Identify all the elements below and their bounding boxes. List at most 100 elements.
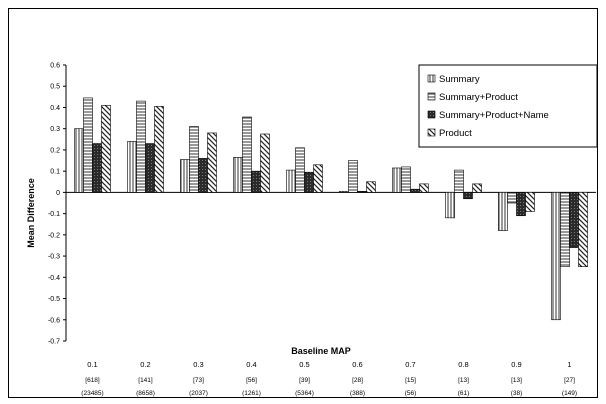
bar-summary-product-name-0.4: [251, 170, 261, 193]
y-tick-label: -0.4: [48, 275, 60, 282]
y-tick-label: 0.4: [50, 105, 60, 112]
bar-summary-product-0.6: [348, 160, 358, 193]
y-tick-label: -0.5: [48, 296, 60, 303]
legend-swatch: [427, 74, 436, 83]
y-tick-label: -0.2: [48, 232, 60, 239]
bar-summary-product-0.5: [295, 147, 305, 193]
bar-summary-product-0.1: [83, 97, 93, 193]
bar-summary-0.4: [233, 157, 243, 193]
bar-summary-product-0.8: [454, 169, 464, 193]
bar-summary-product-0.4: [242, 116, 252, 193]
x-sub-label-count: [15]: [405, 377, 416, 384]
bar-summary-product-name-0.7: [410, 188, 420, 193]
legend: Summary Summary+Product Summary+Product+Na…: [418, 64, 598, 148]
legend-swatch: [427, 92, 436, 101]
x-tick-label: 0.8: [458, 360, 468, 369]
y-tick-label: 0: [56, 190, 60, 197]
x-tick-label: 0.7: [405, 360, 415, 369]
bar-summary-1: [551, 192, 561, 321]
bar-summary-product-name-0.9: [516, 192, 526, 217]
x-sub-label-total: (61): [458, 390, 470, 397]
bars: [74, 97, 588, 321]
legend-label: Summary: [439, 74, 480, 85]
bar-product-0.7: [419, 183, 429, 193]
legend-label: Summary+Product: [439, 92, 518, 103]
x-sub-label-count: [618]: [85, 377, 100, 384]
x-tick-label: 0.4: [246, 360, 256, 369]
bar-product-0.1: [101, 105, 111, 193]
y-tick-label: 0.1: [50, 169, 60, 176]
x-sub-label-count: [73]: [193, 377, 204, 384]
x-sub-label-total: (38): [511, 390, 523, 397]
x-tick-label: 0.3: [193, 360, 203, 369]
bar-summary-product-name-0.6: [357, 191, 367, 193]
y-tick-label: 0.3: [50, 126, 60, 133]
bar-summary-product-1: [560, 192, 570, 267]
y-tick-label: -0.1: [48, 211, 60, 218]
bar-summary-0.1: [74, 128, 84, 193]
bar-summary-0.9: [498, 192, 508, 231]
bar-product-0.9: [525, 192, 535, 212]
x-sub-label-count: [13]: [458, 377, 469, 384]
bar-summary-product-0.9: [507, 192, 517, 204]
bar-product-0.4: [260, 133, 270, 193]
bar-summary-product-name-0.1: [92, 143, 102, 193]
x-sub-label-count: [39]: [299, 377, 310, 384]
x-sub-label-total: (56): [405, 390, 417, 397]
y-tick-label: 0.5: [50, 84, 60, 91]
legend-label: Summary+Product+Name: [439, 110, 549, 121]
x-sub-label-count: [56]: [246, 377, 257, 384]
x-sub-label-count: [28]: [352, 377, 363, 384]
bar-summary-product-0.2: [136, 100, 146, 193]
y-tick-label: 0.2: [50, 147, 60, 154]
y-tick-label: -0.3: [48, 254, 60, 261]
bar-chart: 0.6 0.5 0.4 0.3 0.2 0.1 0 -0.1 -0.2 -0.3 -0.4 -0.5 -…: [26, 63, 598, 397]
bar-summary-0.6: [339, 191, 349, 193]
y-tick-label: 0.6: [50, 63, 60, 70]
bar-product-1: [578, 192, 588, 267]
x-sub-label-total: (1261): [242, 390, 261, 397]
x-axis-title: Baseline MAP: [291, 346, 351, 356]
x-sub-label-count: [13]: [511, 377, 522, 384]
bar-product-0.3: [207, 132, 217, 193]
x-tick-label: 0.1: [87, 360, 97, 369]
y-tick-label: -0.6: [48, 317, 60, 324]
y-tick-label: -0.7: [48, 339, 60, 346]
x-tick-label: 1: [567, 360, 571, 369]
x-sub-label-total: (388): [350, 390, 365, 397]
x-sub-label-total: (2037): [189, 390, 208, 397]
axis-labels: Mean Difference Baseline MAP: [26, 178, 351, 356]
bar-summary-0.7: [392, 167, 402, 193]
chart-frame: 0.6 0.5 0.4 0.3 0.2 0.1 0 -0.1 -0.2 -0.3 -0.4 -0.5 -…: [8, 8, 598, 398]
bar-summary-product-name-0.3: [198, 158, 208, 193]
bar-product-0.8: [472, 183, 482, 193]
bar-product-0.6: [366, 181, 376, 193]
x-sub-label-total: (23485): [81, 390, 103, 397]
legend-swatch: [427, 128, 436, 137]
y-axis-title: Mean Difference: [26, 178, 36, 248]
bar-product-0.5: [313, 164, 323, 193]
legend-label: Product: [439, 128, 472, 139]
x-sub-label-count: [141]: [138, 377, 153, 384]
bar-product-0.2: [154, 106, 164, 193]
legend-box: [418, 64, 598, 148]
x-tick-label: 0.5: [299, 360, 309, 369]
bar-summary-product-name-0.2: [145, 143, 155, 193]
bar-summary-0.8: [445, 192, 455, 219]
bar-summary-0.2: [127, 141, 137, 193]
x-sub-label-total: (5364): [295, 390, 314, 397]
bar-summary-product-0.7: [401, 166, 411, 193]
bar-summary-product-name-0.5: [304, 171, 314, 193]
x-tick-label: 0.6: [352, 360, 362, 369]
x-sub-label-total: (8658): [136, 390, 155, 397]
x-sub-label-total: (149): [562, 390, 577, 397]
bar-summary-product-name-1: [569, 192, 579, 248]
x-tick-label: 0.2: [140, 360, 150, 369]
axes: 0.6 0.5 0.4 0.3 0.2 0.1 0 -0.1 -0.2 -0.3 -0.4 -0.5 -…: [48, 63, 596, 397]
bar-summary-0.5: [286, 169, 296, 193]
x-tick-label: 0.9: [511, 360, 521, 369]
x-sub-label-count: [27]: [564, 377, 575, 384]
bar-summary-0.3: [180, 159, 190, 193]
bar-summary-product-name-0.8: [463, 192, 473, 200]
legend-swatch: [427, 110, 436, 119]
